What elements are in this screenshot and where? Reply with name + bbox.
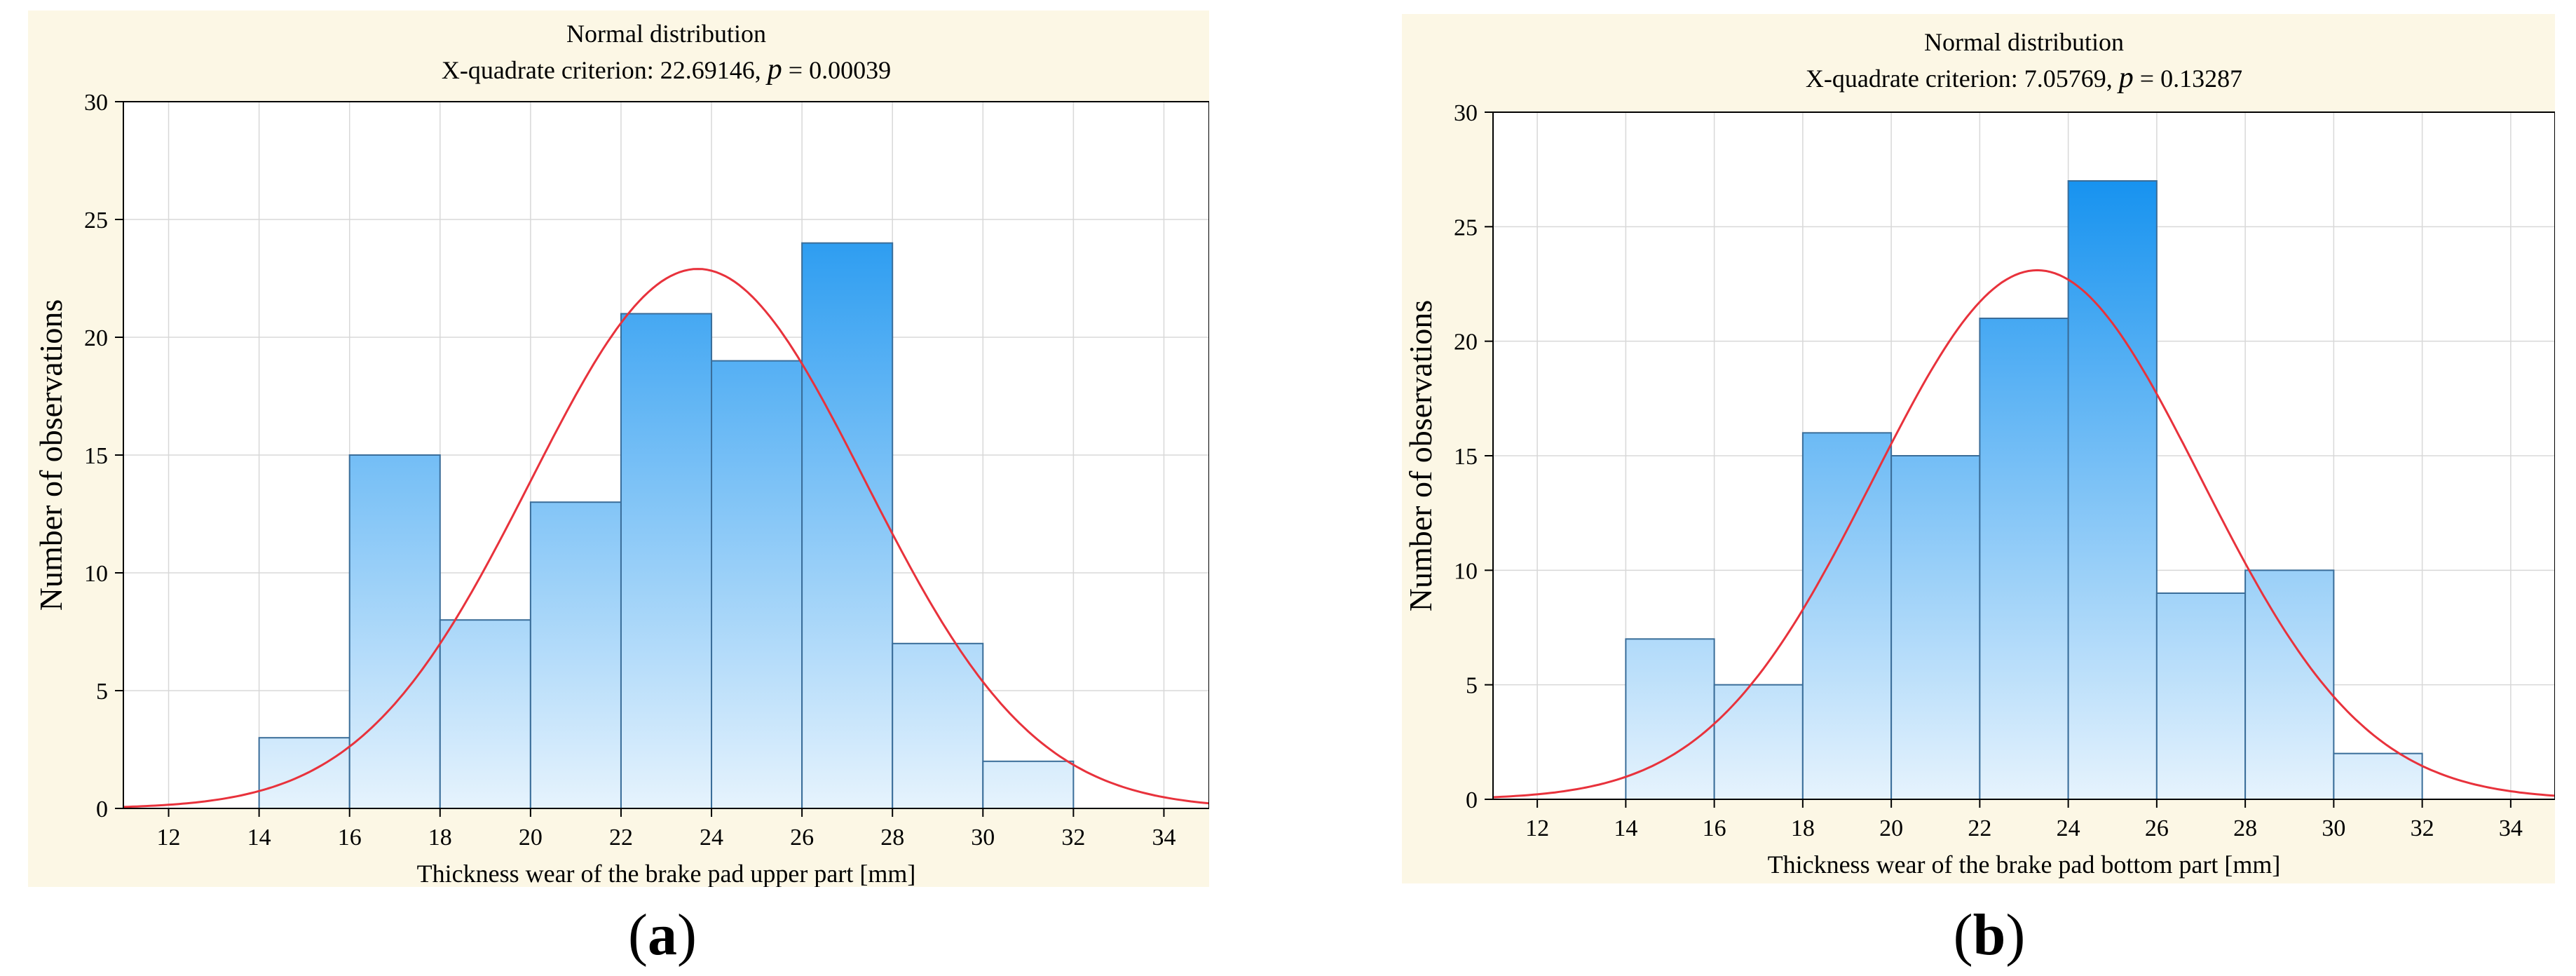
x-tick-label: 28: [2233, 815, 2257, 841]
x-tick-label: 22: [609, 825, 633, 850]
y-tick-label: 15: [1454, 444, 1478, 470]
normal-curve: [1492, 269, 2555, 799]
histogram-chart-a: 12 14 16 18 20 22 24 26 28 30 32 34 0 5 10 15 20 25 30 Norm…: [33, 20, 1209, 887]
x-axis-label: Thickness wear of the brake pad bottom p…: [1768, 850, 2281, 879]
y-tick-label: 5: [1466, 673, 1478, 699]
histogram-bar: [1713, 684, 1804, 801]
histogram-bar: [2155, 592, 2247, 800]
subtitle-p-value: = 0.00039: [782, 56, 891, 84]
y-tick-label: 15: [84, 443, 108, 469]
x-tick-label: 20: [519, 825, 543, 850]
y-tick-label: 5: [96, 679, 108, 705]
x-axis-label: Thickness wear of the brake pad upper pa…: [417, 860, 916, 887]
x-tick-label: 12: [157, 825, 181, 850]
histogram-bar: [982, 760, 1075, 810]
x-tick-label: 32: [1061, 825, 1085, 850]
histogram-bar: [2333, 752, 2423, 800]
histogram-bar: [2067, 180, 2158, 800]
histogram-bar: [258, 737, 350, 809]
x-tick-label: 24: [700, 825, 723, 850]
subtitle-p-symbol: p: [2117, 62, 2134, 94]
y-tick-label: 20: [84, 325, 108, 351]
x-tick-label: 14: [247, 825, 271, 850]
subtitle-p-value: = 0.13287: [2134, 65, 2242, 93]
histogram-bar: [348, 454, 441, 809]
x-tick-label: 16: [338, 825, 362, 850]
histogram-bar: [892, 642, 984, 809]
x-tick-label: 20: [1879, 815, 1903, 841]
histogram-bar: [1890, 455, 1981, 800]
histogram-bar: [1801, 432, 1893, 800]
subtitle-criterion: X-quadrate criterion: 22.69146,: [442, 56, 768, 84]
y-tick-label: 10: [1454, 558, 1478, 584]
x-tick-label: 34: [2499, 815, 2523, 841]
histogram-chart-b: 12 14 16 18 20 22 24 26 28 30 32 34 0 5 10 15 20 25 30 Norm…: [1403, 28, 2555, 879]
histogram-bar: [529, 501, 622, 809]
subtitle-p-symbol: p: [765, 53, 782, 86]
y-axis-label: Number of observations: [1403, 300, 1438, 612]
histogram-bar: [801, 242, 894, 810]
x-tick-label: 30: [971, 825, 995, 850]
x-tick-label: 24: [2057, 815, 2080, 841]
x-tick-label: 12: [1525, 815, 1549, 841]
chart-panel-b: 12 14 16 18 20 22 24 26 28 30 32 34 0 5 10 15 20 25 30 Norm…: [1402, 14, 2555, 883]
y-tick-label: 0: [96, 797, 108, 822]
y-tick-label: 30: [1454, 100, 1478, 126]
subtitle-criterion: X-quadrate criterion: 7.05769,: [1806, 65, 2119, 93]
y-tick-label: 25: [84, 208, 108, 233]
chart-panel-a: 12 14 16 18 20 22 24 26 28 30 32 34 0 5 10 15 20 25 30 Norm…: [28, 11, 1209, 887]
histogram-bar: [711, 360, 803, 810]
chart-subtitle: X-quadrate criterion: 22.69146, p = 0.00…: [442, 53, 891, 86]
histogram-bar: [2244, 569, 2335, 800]
x-tick-label: 18: [1791, 815, 1815, 841]
x-tick-label: 16: [1703, 815, 1726, 841]
x-tick-label: 28: [880, 825, 904, 850]
y-tick-label: 20: [1454, 330, 1478, 355]
histogram-bar: [1979, 318, 2069, 800]
x-tick-label: 30: [2322, 815, 2345, 841]
figure-caption-a: (a): [628, 902, 697, 968]
histogram-bar: [439, 619, 531, 809]
y-tick-label: 30: [84, 90, 108, 116]
histogram-bar: [620, 313, 713, 809]
normal-curve: [123, 268, 1209, 808]
x-tick-label: 18: [428, 825, 452, 850]
histogram-bar: [1625, 638, 1715, 800]
x-tick-label: 26: [790, 825, 814, 850]
y-tick-label: 25: [1454, 215, 1478, 240]
x-tick-label: 34: [1152, 825, 1175, 850]
chart-title: Normal distribution: [566, 20, 766, 48]
caption-letter-a: a: [648, 902, 677, 968]
x-tick-label: 32: [2411, 815, 2434, 841]
x-tick-label: 22: [1968, 815, 1991, 841]
chart-title: Normal distribution: [1924, 28, 2124, 56]
y-axis-label: Number of observations: [33, 299, 69, 611]
x-tick-label: 26: [2145, 815, 2169, 841]
y-tick-label: 10: [84, 561, 108, 587]
figure-caption-b: (b): [1953, 902, 2026, 968]
x-tick-label: 14: [1614, 815, 1637, 841]
chart-subtitle: X-quadrate criterion: 7.05769, p = 0.132…: [1806, 62, 2242, 94]
y-tick-label: 0: [1466, 787, 1478, 813]
caption-letter-b: b: [1972, 902, 2006, 968]
